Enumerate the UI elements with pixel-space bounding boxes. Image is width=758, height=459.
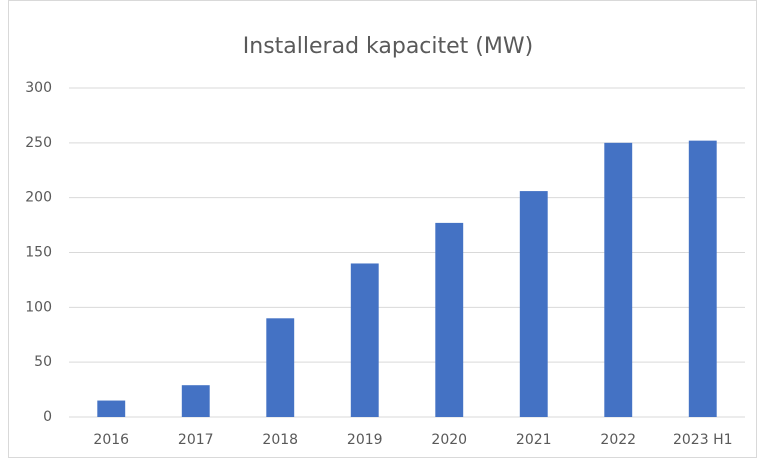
y-tick-label: 100 (25, 299, 52, 315)
x-tick-label: 2019 (347, 432, 383, 448)
y-tick-label: 50 (34, 354, 52, 370)
bar (435, 222, 464, 417)
x-tick-label: 2020 (431, 432, 467, 448)
x-tick-label: 2023 H1 (673, 432, 733, 448)
y-tick-label: 300 (25, 80, 52, 96)
x-tick-label: 2016 (93, 432, 129, 448)
bar (519, 191, 548, 417)
bar (688, 140, 717, 417)
bar (350, 263, 379, 417)
x-tick-label: 2022 (600, 432, 636, 448)
bar (97, 400, 126, 417)
bar (181, 385, 210, 417)
y-tick-label: 150 (25, 245, 52, 261)
x-tick-label: 2021 (516, 432, 552, 448)
x-tick-label: 2018 (262, 432, 298, 448)
chart-title: Installerad kapacitet (MW) (243, 34, 533, 59)
bar (266, 318, 295, 417)
bar (604, 142, 633, 418)
chart-border (8, 0, 757, 458)
y-tick-label: 250 (25, 135, 52, 151)
y-tick-label: 200 (25, 190, 52, 206)
x-tick-label: 2017 (178, 432, 214, 448)
y-tick-label: 0 (43, 409, 52, 425)
